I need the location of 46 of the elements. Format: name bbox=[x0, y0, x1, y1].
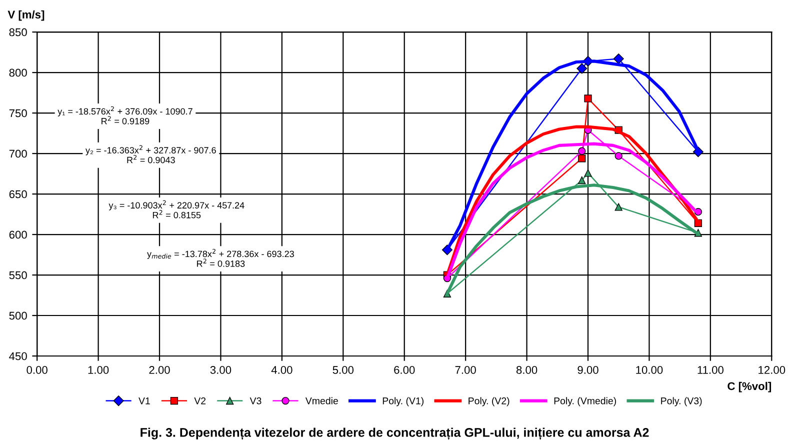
x-tick-label: 11.00 bbox=[698, 366, 724, 374]
legend-label: Poly. (Vmedie) bbox=[554, 397, 616, 406]
y-axis-title: V [m/s] bbox=[8, 10, 44, 21]
legend-label: V3 bbox=[250, 397, 262, 404]
x-tick-label: 5.00 bbox=[332, 366, 354, 374]
x-tick-label: 0.00 bbox=[26, 366, 48, 374]
caption: Fig. 3. Dependența vitezelor de ardere de concentrația GPL-ului, inițiere cu amorsa A2 bbox=[140, 428, 649, 440]
y-tick-label: 650 bbox=[9, 190, 27, 198]
x-tick-label: 1.00 bbox=[88, 366, 109, 374]
x-tick-label: 9.00 bbox=[578, 366, 598, 374]
y-tick-label: 550 bbox=[9, 271, 27, 280]
point bbox=[614, 152, 622, 160]
y-tick-label: 600 bbox=[9, 230, 27, 239]
x-tick-label: 10.00 bbox=[636, 366, 663, 374]
x-axis-title: C [%vol] bbox=[728, 382, 772, 392]
x-tick-label: 3.00 bbox=[210, 366, 232, 374]
point bbox=[578, 147, 586, 155]
point bbox=[584, 94, 592, 102]
y-tick-label: 450 bbox=[9, 352, 27, 360]
x-tick-label: 7.00 bbox=[455, 366, 476, 374]
y-tick-label: 500 bbox=[9, 312, 27, 320]
text: y₂ = -16.363x$^{2}$ + 327.87x - 907.6 R$^{2}$ = 0.9043 bbox=[86, 145, 216, 164]
legend-label: Poly. (V2) bbox=[468, 397, 510, 406]
point bbox=[578, 154, 586, 162]
text: y₃ = -10.903x$^{2}$ + 220.97x - 457.24 R$^{2}$ = 0.8155 bbox=[108, 200, 244, 218]
x-tick-label: 2.00 bbox=[149, 366, 170, 374]
x-tick-label: 8.00 bbox=[516, 366, 538, 374]
x-tick-label: 4.00 bbox=[271, 366, 292, 374]
legend-label: Poly. (V1) bbox=[382, 397, 424, 406]
point bbox=[614, 203, 622, 211]
y-tick-label: 700 bbox=[9, 150, 27, 158]
point bbox=[576, 63, 588, 74]
text: y$_{medie}$ = -13.78x$^{2}$ + 278.36x - 693.23 R$^{2}$ = 0.9183 bbox=[147, 248, 294, 267]
y-tick-label: 800 bbox=[9, 68, 27, 77]
legend-label: V2 bbox=[194, 397, 206, 404]
y-tick-label: 850 bbox=[9, 28, 27, 36]
y-tick-label: 750 bbox=[9, 109, 27, 118]
point bbox=[613, 54, 624, 64]
legend-label: Poly. (V3) bbox=[661, 397, 702, 406]
legend-label: Vmedie bbox=[305, 397, 338, 404]
x-tick-label: 12.00 bbox=[758, 366, 786, 374]
point bbox=[578, 176, 586, 184]
x-tick-label: 6.00 bbox=[394, 366, 415, 374]
point bbox=[584, 169, 592, 177]
legend-label: V1 bbox=[138, 398, 150, 404]
text: y₁ = -18.576x$^{2}$ + 376.09x - 1090.7 R$^{2}$ = 0.9189 bbox=[58, 106, 192, 124]
